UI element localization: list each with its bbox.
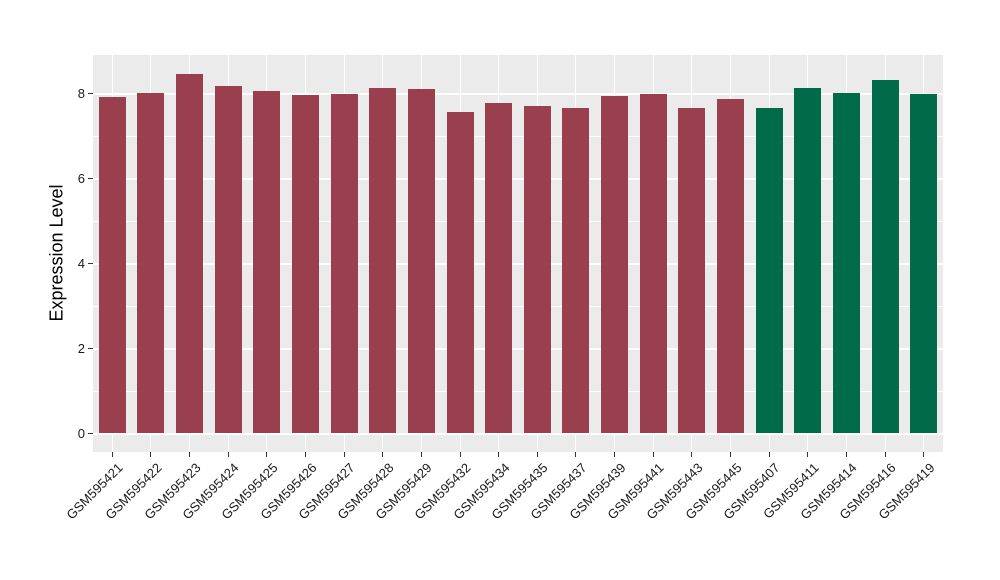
plot-panel	[93, 55, 943, 452]
major-gridline	[93, 347, 943, 350]
x-tick-mark	[807, 452, 809, 457]
y-tick-label: 4	[77, 255, 85, 271]
x-tick-mark	[884, 452, 886, 457]
bar-GSM595419	[910, 94, 938, 434]
x-tick-mark	[768, 452, 770, 457]
major-gridline	[93, 262, 943, 265]
y-tick-mark	[88, 348, 93, 350]
y-tick-label: 0	[77, 425, 85, 441]
minor-gridline	[93, 305, 943, 307]
x-tick-mark	[730, 452, 731, 457]
bar-GSM595429	[407, 88, 435, 434]
x-tick-mark	[536, 452, 538, 457]
bar-GSM595424	[214, 86, 242, 434]
bar-GSM595407	[755, 108, 783, 434]
bar-GSM595423	[176, 74, 204, 434]
x-tick-mark	[305, 452, 306, 457]
x-tick-mark	[111, 452, 113, 457]
x-tick-mark	[498, 452, 500, 457]
minor-gridline	[93, 135, 943, 137]
y-tick-label: 6	[77, 170, 85, 186]
bar-GSM595441	[639, 93, 667, 434]
x-tick-mark	[189, 452, 191, 457]
bar-GSM595435	[523, 105, 551, 434]
bar-GSM595416	[871, 80, 899, 434]
x-tick-mark	[614, 452, 616, 457]
major-gridline	[93, 92, 943, 95]
x-tick-mark	[227, 452, 229, 457]
x-tick-mark	[459, 452, 461, 457]
y-axis-title: Expression Level	[46, 184, 67, 322]
y-tick-mark	[88, 433, 93, 434]
bar-GSM595421	[98, 97, 126, 434]
minor-gridline	[93, 390, 943, 392]
bar-GSM595427	[330, 93, 358, 434]
x-tick-mark	[845, 452, 847, 457]
major-gridline	[93, 177, 943, 180]
x-tick-mark	[652, 452, 654, 457]
x-tick-mark	[382, 452, 384, 457]
minor-gridline	[93, 220, 943, 222]
bar-GSM595437	[562, 107, 590, 434]
y-tick-mark	[88, 263, 93, 265]
y-tick-mark	[88, 93, 93, 95]
y-tick-mark	[88, 178, 93, 180]
x-tick-mark	[923, 452, 925, 457]
x-tick-mark	[343, 452, 345, 457]
bar-GSM595434	[485, 102, 513, 434]
bar-GSM595414	[832, 92, 860, 434]
bar-GSM595432	[446, 111, 474, 434]
bar-GSM595443	[678, 107, 706, 434]
y-tick-label: 2	[77, 340, 85, 356]
bar-GSM595411	[794, 88, 822, 434]
x-tick-mark	[691, 452, 693, 457]
bar-GSM595426	[292, 94, 319, 434]
bar-GSM595422	[137, 93, 165, 434]
x-tick-mark	[266, 452, 268, 457]
bar-GSM595445	[717, 99, 744, 434]
bar-GSM595428	[369, 88, 397, 434]
y-tick-label: 8	[77, 85, 85, 101]
major-gridline	[93, 432, 943, 435]
bar-GSM595425	[253, 90, 281, 434]
x-tick-mark	[420, 452, 422, 457]
bar-GSM595439	[601, 95, 629, 434]
x-tick-mark	[575, 452, 577, 457]
x-tick-mark	[150, 452, 152, 457]
